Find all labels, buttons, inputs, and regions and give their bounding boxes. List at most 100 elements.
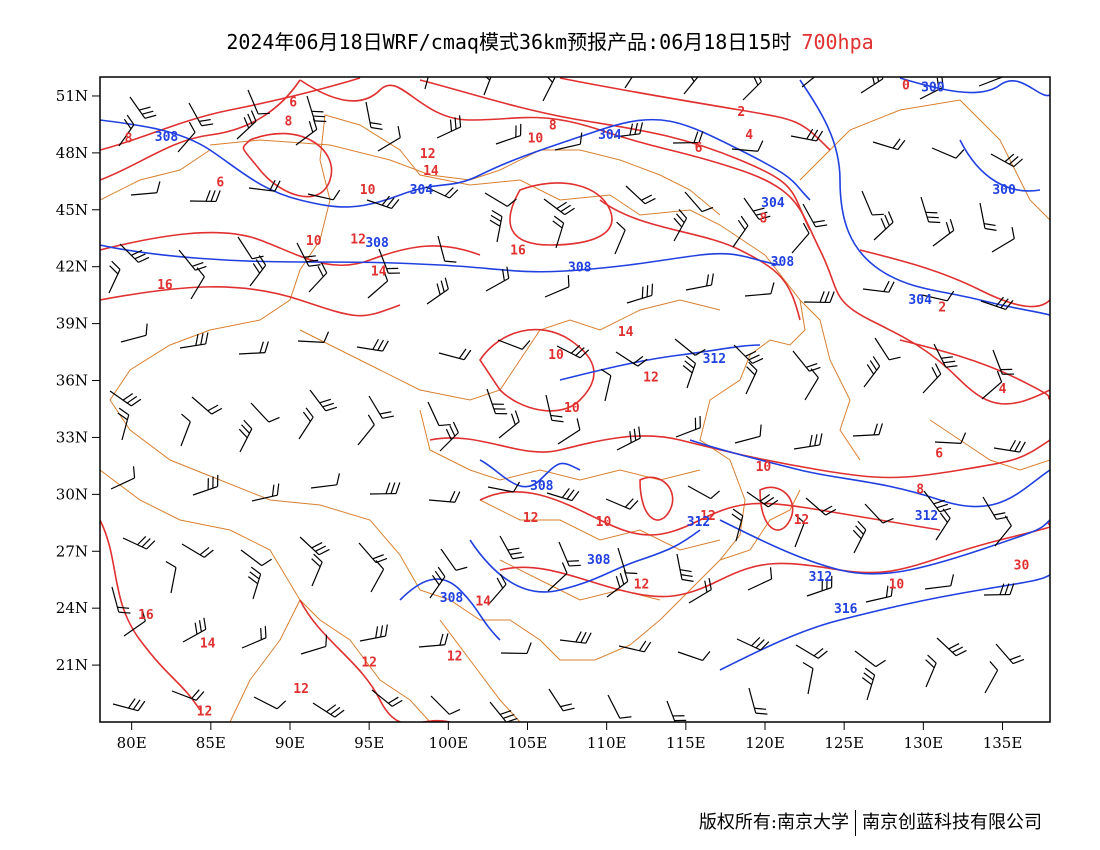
wind-barb <box>743 197 771 220</box>
contour-label: 2 <box>737 105 745 120</box>
wind-barb <box>865 584 894 603</box>
wind-barb <box>120 323 148 343</box>
contour-label: 12 <box>634 578 650 593</box>
wind-barb <box>486 388 508 415</box>
wind-barb <box>864 503 894 524</box>
wind-barb <box>177 121 196 153</box>
temperature-labels-layer: 6886810121410121014161602468214101210461… <box>125 79 1030 720</box>
contour-label: 10 <box>528 132 544 147</box>
wind-barb <box>367 269 389 299</box>
wind-barb <box>357 414 375 446</box>
wind-barb <box>746 491 779 508</box>
wind-barb <box>854 650 886 668</box>
copyright-company: 南京创蓝科技有限公司 <box>862 812 1042 833</box>
wind-barb <box>436 115 462 139</box>
contour-label: 30 <box>1014 559 1030 574</box>
wind-barb <box>480 77 494 96</box>
contour-label: 308 <box>587 553 611 568</box>
contour-label: 8 <box>285 115 293 130</box>
wind-barb <box>792 350 821 372</box>
wind-barb <box>673 209 688 242</box>
lon-label: 110E <box>587 734 627 752</box>
contour-label: 300 <box>921 80 945 95</box>
temperature-contour <box>759 486 794 531</box>
wind-barb <box>371 689 403 707</box>
wind-barb <box>672 131 704 144</box>
contour-label: 6 <box>935 447 943 462</box>
wind-barb <box>613 122 644 138</box>
temperature-contour <box>100 79 301 181</box>
wind-barb <box>544 275 570 298</box>
height-contour <box>719 574 1050 671</box>
wind-barb <box>682 355 697 389</box>
wind-barb <box>606 569 629 598</box>
wind-barb <box>793 433 823 450</box>
wind-barb <box>130 181 161 196</box>
wind-barb <box>874 337 901 361</box>
height-contour <box>469 529 701 593</box>
wind-barb <box>418 633 449 648</box>
wind-barb <box>238 341 269 355</box>
wind-barb <box>802 203 828 228</box>
korea-border <box>799 299 861 461</box>
wind-barb <box>191 396 223 415</box>
wind-barb <box>309 389 338 412</box>
wind-barb <box>991 227 1015 253</box>
wind-barb <box>548 688 575 712</box>
contour-label: 308 <box>568 261 592 276</box>
wind-barb <box>860 77 884 94</box>
contour-label: 12 <box>643 371 659 386</box>
wind-barb <box>117 407 130 441</box>
wind-barb <box>495 123 522 145</box>
wind-barb <box>984 661 999 694</box>
height-contour <box>719 519 1050 575</box>
wind-barb <box>675 415 701 438</box>
contour-label: 14 <box>371 265 387 280</box>
temperature-contour <box>100 519 201 711</box>
wind-barb <box>861 190 884 216</box>
temperature-contour <box>509 182 613 246</box>
contour-label: 316 <box>834 602 858 617</box>
wind-barb <box>500 642 532 655</box>
contour-label: 14 <box>423 164 439 179</box>
wind-barb <box>240 549 272 567</box>
wind-barb <box>605 498 639 510</box>
wind-barb <box>742 77 762 101</box>
wind-barb <box>487 481 521 493</box>
wind-barb <box>805 497 837 516</box>
lat-label: 36N <box>56 372 88 390</box>
wind-barb <box>439 421 459 452</box>
wind-barb <box>935 508 951 541</box>
contour-label: 12 <box>420 147 436 162</box>
wind-barb <box>992 349 1015 375</box>
wind-barb <box>995 643 1025 665</box>
wind-barb <box>192 474 219 496</box>
wind-barb <box>747 567 773 591</box>
contour-label: 12 <box>350 232 366 247</box>
wind-barb <box>547 562 568 592</box>
wind-barb <box>543 198 575 216</box>
wind-barb <box>251 483 280 502</box>
wind-barb <box>731 508 744 542</box>
temperature-contour <box>639 476 674 521</box>
lon-label: 125E <box>824 734 864 752</box>
wind-barb <box>241 626 267 649</box>
contour-label: 308 <box>365 236 389 251</box>
wind-barb <box>615 351 648 367</box>
wind-barb <box>118 114 135 147</box>
wind-barb <box>863 356 881 388</box>
contour-label: 14 <box>200 636 216 651</box>
india-border <box>100 469 301 722</box>
contour-label: 12 <box>197 705 213 720</box>
wind-barb <box>980 296 1014 311</box>
wind-barb <box>365 101 383 130</box>
wind-barb <box>248 179 281 192</box>
temperature-contour <box>479 328 595 412</box>
contour-label: 6 <box>695 141 703 156</box>
lon-label: 135E <box>983 734 1023 752</box>
wind-barb <box>369 482 401 495</box>
wind-barb <box>607 694 632 719</box>
wind-barb <box>310 473 341 489</box>
contour-label: 308 <box>155 130 179 145</box>
wind-barb <box>676 553 694 582</box>
